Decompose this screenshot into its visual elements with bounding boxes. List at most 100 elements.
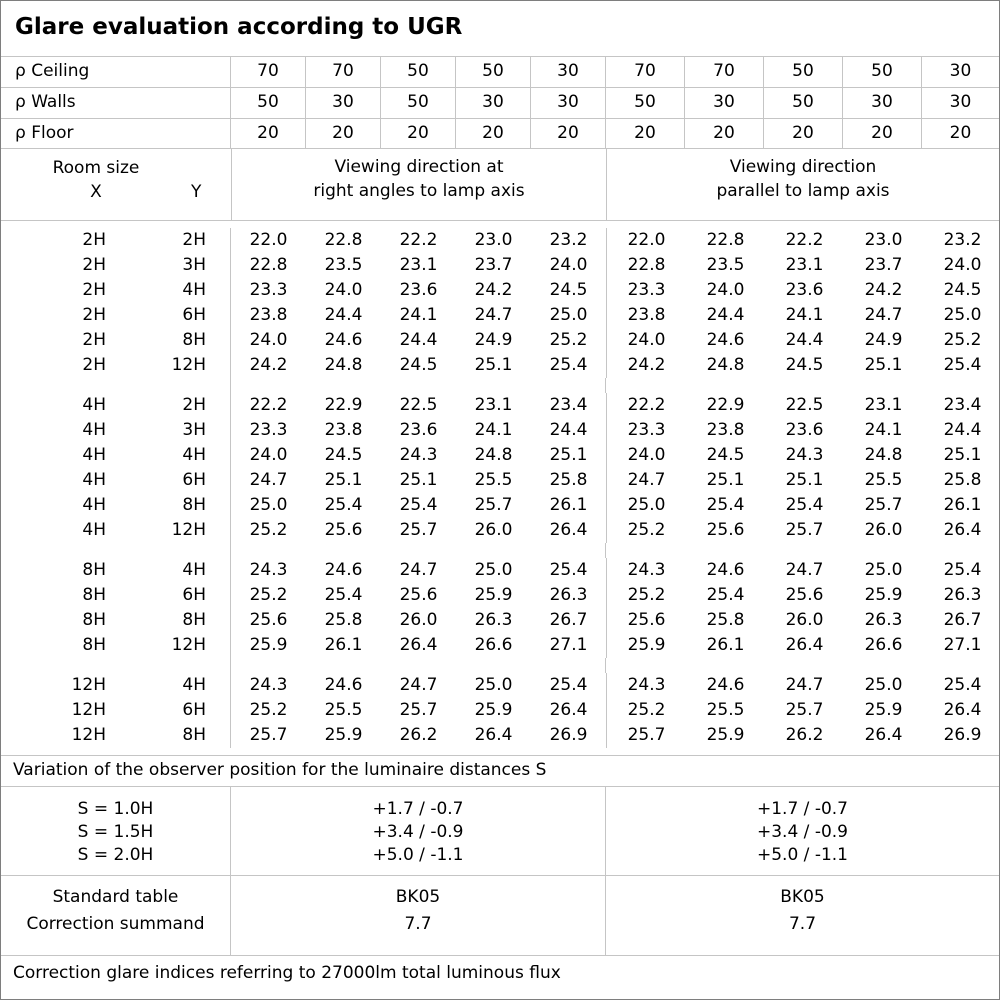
- room-size-y: 6H: [182, 470, 206, 490]
- s-correction-value: +3.4 / -0.9: [372, 822, 464, 842]
- parallel-values-cell: 24.3 24.6 24.7 25.0 25.4: [607, 558, 999, 583]
- reflectance-value: 20: [606, 119, 685, 148]
- ugr-value: 22.5: [399, 395, 438, 415]
- ugr-value: 24.3: [249, 675, 288, 695]
- spacer-xy-cell: [1, 658, 231, 673]
- parallel-values-cell: 23.8 24.4 24.1 24.7 25.0: [607, 303, 999, 328]
- ugr-value: 25.0: [474, 560, 513, 580]
- reflectance-value: 20: [381, 119, 456, 148]
- reflectance-value: 50: [764, 88, 843, 118]
- ugr-value: 25.4: [943, 675, 982, 695]
- right-angles-values-cell: 25.2 25.6 25.7 26.0 26.4: [231, 518, 607, 543]
- s-distance-labels: S = 1.0H S = 1.5H S = 2.0H: [1, 787, 231, 875]
- ugr-value: 25.5: [324, 700, 363, 720]
- reflectance-value: 30: [531, 57, 606, 87]
- ugr-value: 23.5: [324, 255, 363, 275]
- table-row: 4H 8H 25.0 25.4 25.4 25.7 26.1 25.0 25.4 25.4 25.7…: [1, 493, 999, 518]
- ugr-value: 22.9: [324, 395, 363, 415]
- ugr-value: 23.6: [785, 420, 824, 440]
- table-row: 12H 8H 25.7 25.9 26.2 26.4 26.9 25.7 25.9 26.2 26.…: [1, 723, 999, 748]
- ugr-value: 23.0: [864, 230, 903, 250]
- ugr-value: 24.4: [549, 420, 588, 440]
- reflectance-value: 50: [606, 88, 685, 118]
- parallel-group-header: Viewing direction parallel to lamp axis: [607, 149, 999, 220]
- s-correction-value: +3.4 / -0.9: [757, 822, 848, 842]
- reflectance-row-label: ρ Walls: [1, 88, 231, 118]
- s-correction-value: +5.0 / -1.1: [372, 845, 464, 865]
- ugr-value: 24.4: [399, 330, 438, 350]
- table-row: 2H 12H 24.2 24.8 24.5 25.1 25.4 24.2 24.8 24.5 25.…: [1, 353, 999, 378]
- room-size-y: 6H: [182, 305, 206, 325]
- reflectance-row-label: ρ Ceiling: [1, 57, 231, 87]
- block-spacer-row: [1, 543, 999, 558]
- room-size-x: 4H: [82, 470, 106, 490]
- ugr-value: 25.0: [249, 495, 288, 515]
- ugr-value: 26.4: [943, 700, 982, 720]
- ugr-value: 24.3: [627, 675, 666, 695]
- standard-section-label: Correction summand: [26, 914, 205, 934]
- parallel-values-cell: 25.2 25.4 25.6 25.9 26.3: [607, 583, 999, 608]
- s-distance-label: S = 1.0H: [77, 799, 154, 819]
- room-size-x: 4H: [82, 520, 106, 540]
- room-size-cell: 4H 8H: [1, 493, 231, 518]
- ugr-value: 25.2: [249, 520, 288, 540]
- right-angles-group-label: Viewing direction at right angles to lam…: [313, 157, 525, 201]
- ugr-value: 25.1: [785, 470, 824, 490]
- ugr-value: 26.1: [324, 635, 363, 655]
- ugr-value: 23.3: [249, 420, 288, 440]
- ugr-value: 25.4: [549, 560, 588, 580]
- table-row: 8H 4H 24.3 24.6 24.7 25.0 25.4 24.3 24.6 24.7 25.0…: [1, 558, 999, 583]
- parallel-group-label: Viewing direction parallel to lamp axis: [716, 157, 890, 201]
- reflectance-value: 20: [531, 119, 606, 148]
- ugr-value: 26.0: [785, 610, 824, 630]
- room-size-y: 4H: [182, 280, 206, 300]
- standard-table-labels: Standard table Correction summand: [1, 876, 231, 955]
- reflectance-row: ρ Floor 20 20 20 20 20 20 20 20 20 20: [1, 119, 999, 149]
- right-angles-values-cell: 24.0 24.6 24.4 24.9 25.2: [231, 328, 607, 353]
- spacer-xy-cell: [1, 543, 231, 558]
- ugr-value: 25.2: [627, 700, 666, 720]
- room-size-cell: 8H 6H: [1, 583, 231, 608]
- standard-section-value: BK05: [395, 887, 441, 907]
- ugr-value: 26.4: [474, 725, 513, 745]
- reflectance-value: 30: [843, 88, 922, 118]
- parallel-values-cell: 25.2 25.6 25.7 26.0 26.4: [607, 518, 999, 543]
- footer-note: Correction glare indices referring to 27…: [13, 963, 561, 983]
- room-size-x: 8H: [82, 585, 106, 605]
- room-size-x: 2H: [82, 255, 106, 275]
- reflectance-value: 30: [531, 88, 606, 118]
- standard-table-section: Standard table Correction summand BK05 7.7…: [1, 876, 999, 956]
- ugr-value: 25.8: [706, 610, 745, 630]
- spacer-xy-cell: [1, 378, 231, 393]
- ugr-value: 24.5: [324, 445, 363, 465]
- ugr-value: 22.2: [249, 395, 288, 415]
- ugr-value: 24.5: [549, 280, 588, 300]
- ugr-value: 25.2: [249, 585, 288, 605]
- page-title: Glare evaluation according to UGR: [15, 14, 463, 40]
- spacer-group-cell: [606, 378, 999, 393]
- parallel-values-cell: 25.7 25.9 26.2 26.4 26.9: [607, 723, 999, 748]
- room-size-cell: 2H 4H: [1, 278, 231, 303]
- s-correction-value: +1.7 / -0.7: [757, 799, 848, 819]
- ugr-value: 24.6: [324, 560, 363, 580]
- room-size-y: 8H: [182, 610, 206, 630]
- table-row: 4H 12H 25.2 25.6 25.7 26.0 26.4 25.2 25.6 25.7 26.…: [1, 518, 999, 543]
- ugr-value: 24.4: [706, 305, 745, 325]
- title-bar: Glare evaluation according to UGR: [1, 1, 999, 57]
- ugr-value: 25.0: [474, 675, 513, 695]
- ugr-value: 24.4: [324, 305, 363, 325]
- ugr-value: 24.2: [864, 280, 903, 300]
- ugr-value: 25.6: [399, 585, 438, 605]
- ugr-value: 26.3: [549, 585, 588, 605]
- observer-variation-section: S = 1.0H S = 1.5H S = 2.0H +1.7 / -0.7 +3.4…: [1, 787, 999, 876]
- room-size-cell: 4H 2H: [1, 393, 231, 418]
- ugr-value: 24.4: [943, 420, 982, 440]
- standard-right-angles-values: BK05 7.7: [231, 876, 606, 955]
- ugr-value: 25.2: [943, 330, 982, 350]
- ugr-value: 23.8: [249, 305, 288, 325]
- right-angles-values-cell: 23.3 23.8 23.6 24.1 24.4: [231, 418, 607, 443]
- ugr-value: 24.5: [943, 280, 982, 300]
- ugr-value: 22.9: [706, 395, 745, 415]
- ugr-value: 23.6: [399, 420, 438, 440]
- ugr-value: 24.3: [785, 445, 824, 465]
